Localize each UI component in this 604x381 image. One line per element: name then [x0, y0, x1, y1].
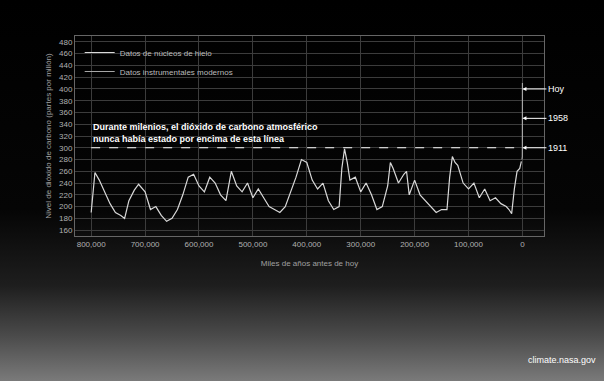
svg-text:400: 400	[59, 85, 73, 94]
svg-text:400,000: 400,000	[292, 240, 321, 249]
svg-text:340: 340	[59, 120, 73, 129]
svg-text:180: 180	[59, 214, 73, 223]
svg-text:220: 220	[59, 191, 73, 200]
svg-text:300,000: 300,000	[346, 240, 375, 249]
svg-text:320: 320	[59, 132, 73, 141]
svg-text:480: 480	[59, 38, 73, 47]
svg-text:380: 380	[59, 97, 73, 106]
svg-text:climate.nasa.gov: climate.nasa.gov	[528, 355, 596, 365]
svg-text:200: 200	[59, 202, 73, 211]
svg-text:Datos instrumentales modernos: Datos instrumentales modernos	[120, 68, 233, 77]
svg-text:240: 240	[59, 179, 73, 188]
svg-text:Nivel de dióxido de carbono (p: Nivel de dióxido de carbono (partes por …	[44, 53, 53, 219]
svg-text:300: 300	[59, 144, 73, 153]
svg-text:460: 460	[59, 49, 73, 58]
svg-text:280: 280	[59, 155, 73, 164]
svg-text:200,000: 200,000	[400, 240, 429, 249]
svg-text:600,000: 600,000	[185, 240, 214, 249]
svg-text:420: 420	[59, 73, 73, 82]
svg-text:800,000: 800,000	[77, 240, 106, 249]
svg-text:440: 440	[59, 61, 73, 70]
svg-text:Hoy: Hoy	[548, 84, 565, 94]
svg-text:1911: 1911	[548, 143, 567, 153]
svg-text:Datos de núcleos de hielo: Datos de núcleos de hielo	[120, 49, 213, 58]
svg-text:700,000: 700,000	[131, 240, 160, 249]
svg-text:0: 0	[520, 240, 525, 249]
svg-text:500,000: 500,000	[238, 240, 267, 249]
svg-text:1958: 1958	[548, 113, 568, 123]
svg-text:360: 360	[59, 108, 73, 117]
svg-text:260: 260	[59, 167, 73, 176]
svg-text:Miles de años antes de hoy: Miles de años antes de hoy	[261, 259, 358, 268]
svg-text:100,000: 100,000	[454, 240, 483, 249]
svg-text:160: 160	[59, 226, 73, 235]
svg-text:Durante milenios, el dióxido d: Durante milenios, el dióxido de carbono …	[93, 122, 318, 144]
